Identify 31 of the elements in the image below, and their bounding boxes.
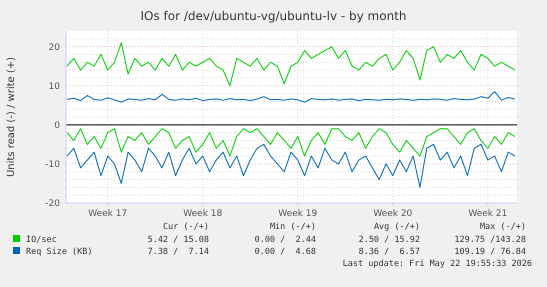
line-series bbox=[66, 144, 516, 188]
text: 5.42 / 15.08 bbox=[148, 235, 209, 245]
text: Cur (-/+) bbox=[162, 222, 209, 232]
text: 7.38 / 7.14 bbox=[148, 247, 209, 257]
text: 0.00 / 4.68 bbox=[254, 247, 316, 257]
y-tick-label: 10 bbox=[48, 82, 60, 92]
text: Avg (-/+) bbox=[374, 222, 420, 232]
line-series bbox=[66, 42, 516, 86]
x-tick-label: Week 21 bbox=[468, 209, 508, 219]
text: 109.19 / 76.84 bbox=[454, 247, 526, 257]
line-series bbox=[66, 128, 516, 157]
text: Min (-/+) bbox=[270, 222, 316, 232]
y-tick-label: -10 bbox=[45, 160, 60, 170]
text: 129.75 /143.28 bbox=[454, 235, 526, 245]
legend-label: Req Size (KB) bbox=[26, 247, 93, 257]
y-axis-title: Units read (-) / write (+) bbox=[6, 56, 17, 178]
text: Last update: Fri May 22 19:55:33 2026 bbox=[342, 259, 532, 269]
x-tick-label: Week 20 bbox=[373, 209, 413, 219]
y-tick-label: 0 bbox=[54, 120, 60, 131]
text: 0.00 / 2.44 bbox=[254, 235, 316, 245]
text: 2.50 / 15.92 bbox=[358, 235, 420, 245]
y-tick-label: -20 bbox=[45, 199, 60, 210]
text: Max (-/+) bbox=[480, 222, 526, 232]
legend-label: IO/sec bbox=[26, 235, 57, 245]
x-tick-label: Week 18 bbox=[183, 209, 223, 219]
x-tick-label: Week 19 bbox=[278, 209, 318, 219]
line-series bbox=[66, 91, 516, 103]
text: 8.36 / 6.57 bbox=[358, 247, 420, 257]
y-tick-label: 20 bbox=[48, 42, 60, 53]
chart-title: IOs for /dev/ubuntu-vg/ubuntu-lv - by month bbox=[140, 9, 407, 23]
x-tick-label: Week 17 bbox=[88, 209, 128, 219]
